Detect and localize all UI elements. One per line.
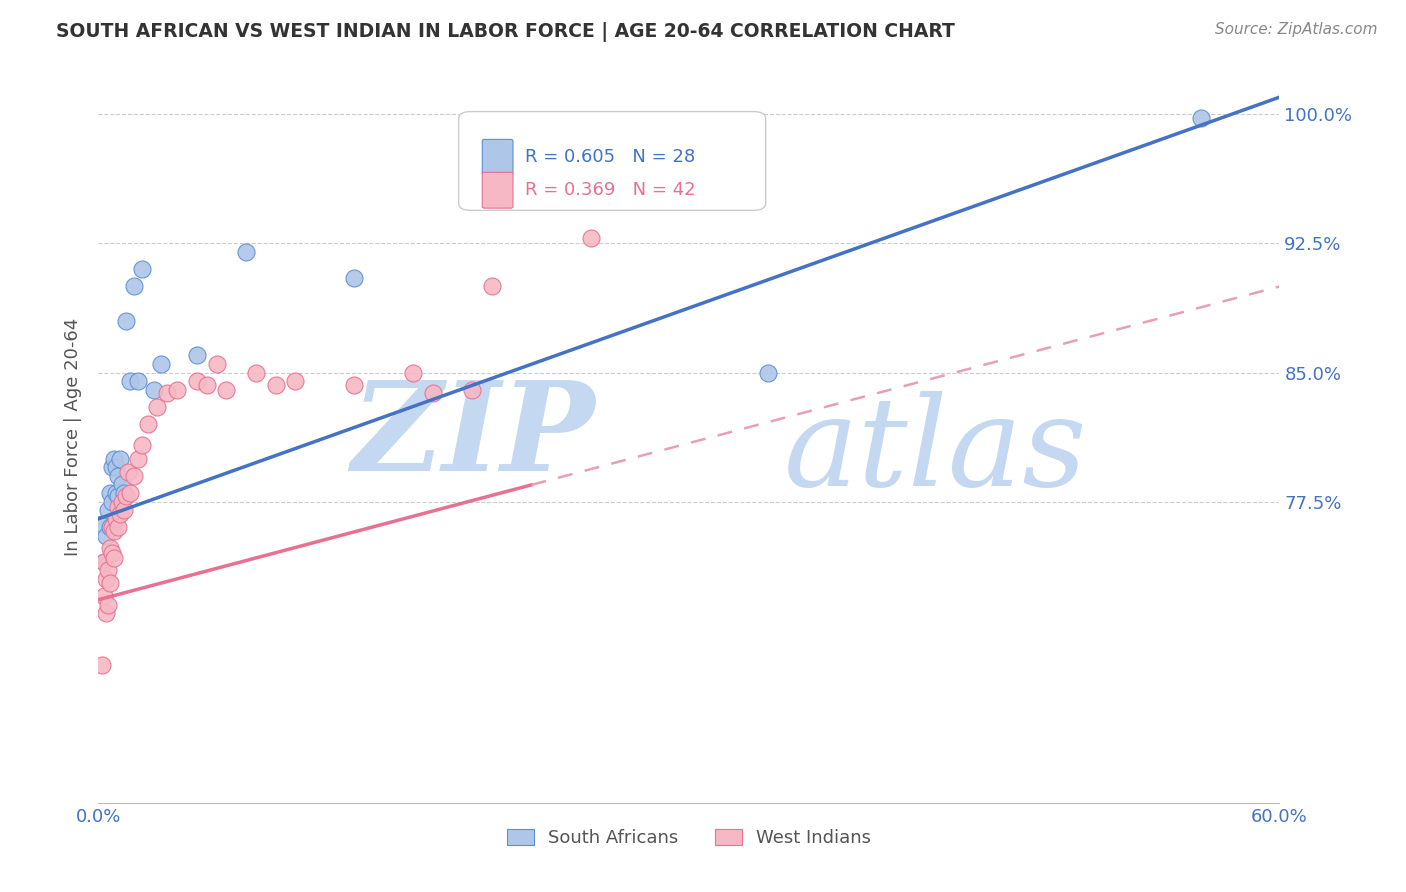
Point (264, 377, 287, 392)
Point (112, 503, 135, 517)
Legend: South Africans, West Indians: South Africans, West Indians (498, 820, 880, 856)
Point (111, 477, 134, 491)
Point (146, 400, 169, 414)
Point (118, 374, 141, 388)
Point (215, 383, 238, 397)
Point (108, 507, 131, 521)
Point (186, 374, 208, 388)
Point (136, 417, 159, 432)
Text: ZIP: ZIP (350, 376, 595, 498)
Point (91, 658, 114, 673)
Point (105, 460, 128, 475)
Point (481, 279, 503, 293)
Point (122, 279, 145, 293)
Point (105, 486, 128, 500)
Text: atlas: atlas (783, 391, 1087, 513)
Point (150, 357, 173, 371)
Point (127, 374, 149, 388)
Point (422, 386, 444, 401)
Point (235, 245, 257, 260)
Point (97, 503, 120, 517)
Point (131, 262, 153, 277)
Point (103, 524, 125, 538)
Point (91, 516, 114, 531)
Point (98, 486, 121, 500)
Point (343, 377, 366, 392)
Point (112, 486, 135, 500)
Point (101, 460, 124, 475)
Point (205, 357, 228, 371)
Point (166, 383, 188, 397)
Point (98, 520, 121, 534)
Point (96, 529, 118, 543)
Point (115, 490, 138, 504)
FancyBboxPatch shape (458, 112, 766, 211)
Y-axis label: In Labor Force | Age 20-64: In Labor Force | Age 20-64 (63, 318, 82, 557)
Point (98, 575, 121, 590)
Point (115, 314, 138, 328)
Point (93, 555, 115, 569)
Point (122, 468, 145, 483)
Point (96, 607, 118, 621)
Point (97, 564, 120, 578)
Point (284, 374, 307, 388)
Point (107, 520, 129, 534)
Point (108, 451, 131, 466)
Point (93, 555, 115, 569)
Point (343, 271, 366, 285)
Point (156, 386, 179, 401)
Point (107, 468, 129, 483)
Point (461, 383, 484, 397)
Point (117, 466, 139, 480)
Point (127, 451, 149, 466)
Point (107, 500, 129, 514)
Point (107, 490, 129, 504)
Point (1189, 111, 1212, 125)
Point (98, 541, 121, 555)
Point (103, 451, 125, 466)
FancyBboxPatch shape (482, 139, 513, 175)
Point (105, 512, 128, 526)
Text: R = 0.369   N = 42: R = 0.369 N = 42 (524, 181, 696, 199)
Point (101, 546, 124, 560)
Point (756, 366, 779, 380)
Point (101, 520, 124, 534)
FancyBboxPatch shape (482, 172, 513, 208)
Point (96, 572, 118, 586)
Point (186, 348, 208, 362)
Point (131, 438, 153, 452)
Point (579, 231, 602, 245)
Point (93, 589, 115, 603)
Point (402, 366, 425, 380)
Point (111, 494, 134, 508)
Point (142, 383, 165, 397)
Text: R = 0.605   N = 28: R = 0.605 N = 28 (524, 148, 695, 166)
Text: SOUTH AFRICAN VS WEST INDIAN IN LABOR FORCE | AGE 20-64 CORRELATION CHART: SOUTH AFRICAN VS WEST INDIAN IN LABOR FO… (56, 22, 955, 42)
Point (245, 366, 267, 380)
Point (101, 494, 124, 508)
Point (97, 598, 120, 612)
Point (195, 377, 218, 392)
Point (103, 551, 125, 566)
Text: Source: ZipAtlas.com: Source: ZipAtlas.com (1215, 22, 1378, 37)
Point (118, 486, 141, 500)
